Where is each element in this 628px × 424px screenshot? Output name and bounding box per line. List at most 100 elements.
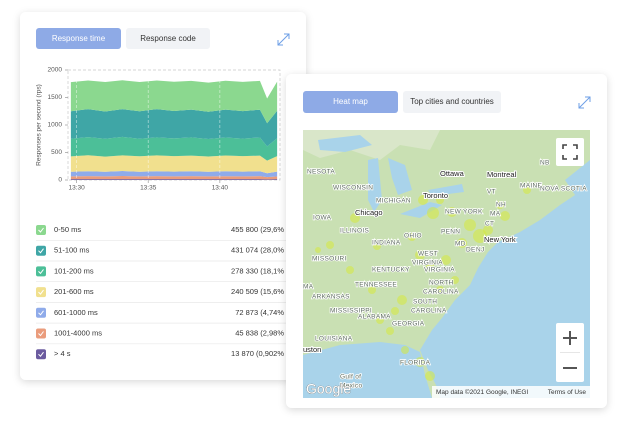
- area: [70, 179, 278, 180]
- ocean: [420, 130, 590, 398]
- city-label: Toronto: [423, 191, 448, 200]
- region-label: LOUISIANA: [315, 336, 353, 343]
- region-label: NOVA SCOTIA: [540, 186, 587, 193]
- y-tick-label: 2000: [48, 67, 63, 74]
- checkbox[interactable]: [36, 287, 46, 298]
- attribution-bar: [432, 386, 590, 398]
- region-label: GEORGIA: [392, 321, 425, 328]
- region-label: WISCONSIN: [333, 185, 373, 192]
- area: [70, 109, 278, 147]
- stat-value: 455 800 (29,6%: [231, 225, 284, 234]
- region-label: NJ: [476, 247, 485, 254]
- region-label: Gulf of: [340, 374, 361, 381]
- region-label: CT: [485, 221, 494, 228]
- x-tick-label: 13:35: [140, 185, 157, 192]
- tab-label[interactable]: Response code: [140, 34, 196, 43]
- region-label: FLORIDA: [400, 360, 431, 367]
- area: [70, 80, 278, 124]
- checkbox[interactable]: [36, 307, 46, 318]
- region-label: CAROLINA: [423, 289, 459, 296]
- region-label: MA: [490, 211, 501, 218]
- check: [38, 310, 44, 316]
- region-label: MAINE: [520, 183, 542, 190]
- gulf: [303, 342, 432, 398]
- tab-active[interactable]: [36, 28, 121, 49]
- region-label: NORTH: [429, 280, 454, 287]
- checkbox[interactable]: [36, 266, 46, 277]
- x-tick-label: 13:40: [212, 185, 229, 192]
- checkbox[interactable]: [36, 349, 46, 360]
- region-label: KENTUCKY: [372, 267, 410, 274]
- tab[interactable]: [403, 91, 501, 113]
- region-label: NH: [496, 202, 506, 209]
- legend-label: 51-100 ms: [54, 246, 90, 255]
- check: [38, 351, 44, 357]
- region-label: SOUTH: [413, 299, 437, 306]
- y-tick-label: 0: [58, 177, 62, 184]
- area: [70, 171, 278, 178]
- legend-label: > 4 s: [54, 349, 71, 358]
- region-label: VT: [487, 189, 496, 196]
- chart: 0 500 1000 1500 2000 13:30 13:35 13:40: [48, 67, 281, 192]
- region-label: DE: [466, 247, 476, 254]
- map-logo: Google: [306, 381, 351, 397]
- right-card: Heat map Top cities and countries: [286, 74, 607, 408]
- region-label: VIRGINIA: [424, 267, 455, 274]
- check: [38, 248, 44, 254]
- tab-label[interactable]: Heat map: [333, 97, 368, 106]
- stat-value: 240 509 (15,6%: [231, 287, 284, 296]
- lake: [400, 202, 442, 218]
- heat-points: [315, 186, 531, 381]
- y-tick-label: 1500: [48, 94, 63, 101]
- region-label: MD: [455, 241, 466, 248]
- stat-value: 72 873 (4,74%: [235, 308, 284, 317]
- region-label: CAROLINA: [411, 308, 447, 315]
- region-label: VIRGINIA: [412, 260, 443, 267]
- x-tick-label: 13:30: [68, 185, 85, 192]
- region-label: INDIANA: [372, 240, 401, 247]
- region-label: MISSISSIPPI: [330, 308, 372, 315]
- checkbox[interactable]: [36, 328, 46, 339]
- lake: [368, 158, 382, 212]
- terms-link[interactable]: Terms of Use: [548, 389, 587, 396]
- expand-icon[interactable]: [578, 96, 591, 109]
- region-label: NB: [540, 160, 550, 167]
- region-label: PENN: [441, 229, 460, 236]
- region-label: TENNESSEE: [355, 282, 397, 289]
- region-label: IOWA: [313, 215, 332, 222]
- lake: [388, 158, 412, 195]
- region-label: WEST: [418, 251, 438, 258]
- stat-value: 278 330 (18,1%: [231, 266, 284, 275]
- area: [70, 136, 278, 161]
- card: [20, 12, 306, 380]
- legend-label: 201-600 ms: [54, 287, 94, 296]
- region-label: MA: [303, 284, 314, 291]
- zoom-in[interactable]: [563, 331, 577, 345]
- region-label: NEW YORK: [445, 209, 483, 216]
- fullscreen-icon: [562, 144, 578, 160]
- legend-label: 101-200 ms: [54, 266, 94, 275]
- area: [70, 155, 278, 174]
- region-label: NESOTA: [307, 169, 335, 176]
- city-label: Montreal: [487, 170, 517, 179]
- legend-label: 0-50 ms: [54, 225, 81, 234]
- checkbox[interactable]: [36, 245, 46, 256]
- region-label: OHIO: [404, 233, 422, 240]
- checkbox[interactable]: [36, 225, 46, 235]
- check: [38, 269, 44, 275]
- region-label: Mexico: [340, 383, 362, 390]
- y-tick-label: 1000: [48, 122, 63, 129]
- y-axis-label: Responses per second (rps): [36, 84, 43, 166]
- tab-label[interactable]: Response time: [52, 34, 106, 43]
- tab[interactable]: [126, 28, 210, 49]
- tab-active[interactable]: [303, 91, 398, 113]
- attribution: Map data ©2021 Google, INEGI: [436, 388, 528, 396]
- expand-icon[interactable]: [277, 33, 290, 46]
- tab-label[interactable]: Top cities and countries: [410, 97, 494, 106]
- fullscreen-button[interactable]: [556, 138, 584, 166]
- check: [38, 289, 44, 295]
